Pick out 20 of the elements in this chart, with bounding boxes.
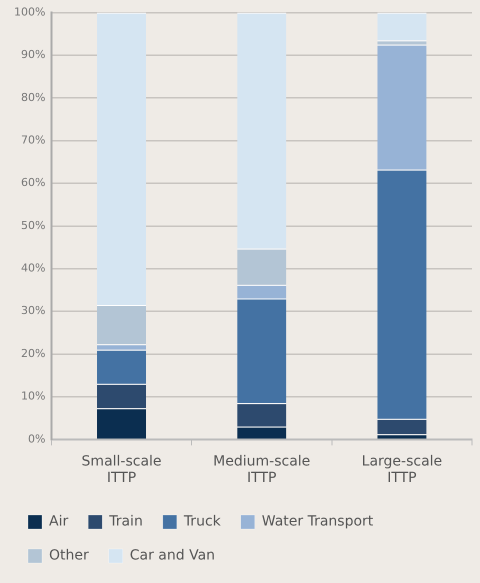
legend-label: Water Transport xyxy=(262,514,374,530)
y-tick-label: 0% xyxy=(28,432,46,446)
y-tick-label: 70% xyxy=(20,134,46,146)
legend-label: Train xyxy=(108,514,143,530)
legend-label: Air xyxy=(49,514,68,530)
y-tick-label: 60% xyxy=(20,176,46,190)
x-tick-label: Small-scale ITTP xyxy=(82,453,162,486)
y-tick-label: 40% xyxy=(20,262,46,275)
y-tick-label: 50% xyxy=(20,218,46,232)
y-tick-label: 100% xyxy=(14,5,46,18)
x-tick-label: Medium-scale ITTP xyxy=(213,453,310,486)
y-tick-label: 20% xyxy=(20,346,46,360)
y-tick-label: 90% xyxy=(20,48,46,62)
legend-label: Car and Van xyxy=(130,548,216,564)
y-tick-label: 30% xyxy=(20,304,46,318)
legend-label: Other xyxy=(49,548,89,564)
legend-label: Truck xyxy=(182,514,222,530)
y-tick-label: 10% xyxy=(20,390,46,403)
x-tick-label: Large-scale ITTP xyxy=(362,453,442,486)
y-tick-label: 80% xyxy=(20,90,46,104)
